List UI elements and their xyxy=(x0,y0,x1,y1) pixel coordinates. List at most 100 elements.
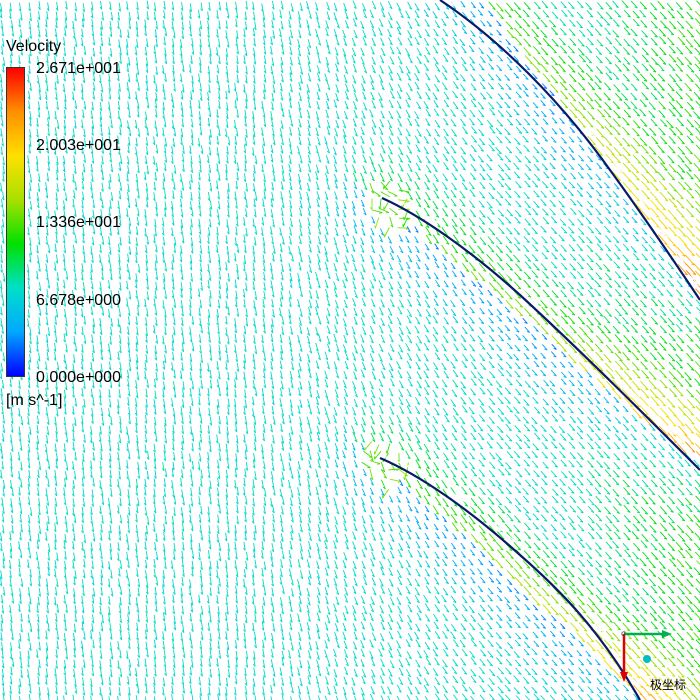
velocity-vector xyxy=(668,108,676,117)
velocity-vector-head xyxy=(354,115,358,119)
velocity-vector xyxy=(586,10,594,18)
velocity-vector-head xyxy=(582,35,586,38)
velocity-vector-head xyxy=(235,36,239,40)
velocity-vector xyxy=(694,200,700,207)
velocity-vector-head xyxy=(288,16,292,20)
velocity-vector-head xyxy=(435,62,439,65)
velocity-vector xyxy=(605,153,615,164)
velocity-vector-head xyxy=(315,34,319,38)
velocity-vector xyxy=(577,271,584,279)
velocity-vector-head xyxy=(271,63,275,67)
velocity-vector xyxy=(2,38,5,47)
velocity-vector-head xyxy=(298,17,301,21)
velocity-vector-head xyxy=(462,25,466,28)
velocity-vector xyxy=(73,29,76,39)
velocity-vector xyxy=(306,1,310,10)
velocity-vector-head xyxy=(446,97,450,100)
velocity-vector xyxy=(108,73,111,83)
velocity-vector xyxy=(460,56,467,65)
velocity-vector xyxy=(622,243,630,251)
velocity-vector xyxy=(569,73,577,83)
velocity-vector-head xyxy=(81,63,84,67)
velocity-vector xyxy=(514,190,521,198)
velocity-vector-head xyxy=(271,6,275,10)
velocity-vector-head xyxy=(316,106,320,110)
velocity-vector-head xyxy=(188,70,192,74)
velocity-vector-head xyxy=(206,26,210,30)
velocity-vector-head xyxy=(398,8,402,11)
velocity-vector-head xyxy=(672,107,676,110)
velocity-vector xyxy=(92,48,96,57)
velocity-vector xyxy=(387,190,398,197)
velocity-vector-head xyxy=(99,51,102,55)
velocity-vector xyxy=(18,55,21,64)
velocity-vector-head xyxy=(100,89,104,93)
velocity-vector-head xyxy=(619,99,623,102)
velocity-vector-head xyxy=(136,7,139,11)
velocity-vector-head xyxy=(536,27,540,30)
velocity-vector-head xyxy=(554,81,559,84)
velocity-vector xyxy=(641,63,649,72)
velocity-vector xyxy=(126,1,129,10)
velocity-vector-head xyxy=(354,24,357,27)
velocity-vector xyxy=(622,117,630,126)
velocity-vector xyxy=(659,136,668,145)
velocity-vector-head xyxy=(191,89,194,93)
velocity-vector-head xyxy=(479,32,483,35)
velocity-vector xyxy=(639,1,648,10)
velocity-vector-head xyxy=(562,62,566,64)
velocity-vector xyxy=(108,56,111,66)
velocity-vector xyxy=(596,39,604,47)
velocity-vector xyxy=(209,55,212,65)
velocity-vector xyxy=(524,55,533,65)
velocity-vector xyxy=(514,36,523,46)
velocity-vector-head xyxy=(180,8,184,11)
velocity-vector xyxy=(29,12,32,22)
velocity-vector xyxy=(648,146,657,155)
velocity-vector xyxy=(162,20,165,29)
velocity-vector xyxy=(335,63,339,72)
velocity-vector xyxy=(524,64,531,71)
velocity-vector-head xyxy=(54,87,57,91)
velocity-vector-head xyxy=(416,42,420,46)
velocity-vector-head xyxy=(298,35,302,39)
velocity-vector-head xyxy=(472,34,476,37)
velocity-vector-head xyxy=(390,116,394,120)
velocity-vector xyxy=(146,38,149,48)
velocity-vector-head xyxy=(308,69,312,73)
velocity-vector-head xyxy=(398,78,402,81)
velocity-vector xyxy=(38,38,41,48)
velocity-vector xyxy=(172,99,175,109)
velocity-vector xyxy=(173,29,176,39)
velocity-vector-head xyxy=(616,51,620,54)
velocity-vector xyxy=(695,29,700,35)
velocity-vector xyxy=(146,11,149,20)
velocity-vector xyxy=(596,119,605,129)
velocity-vector xyxy=(542,37,551,47)
velocity-vector xyxy=(189,20,192,30)
velocity-vector xyxy=(632,10,640,19)
velocity-vector xyxy=(154,2,157,12)
velocity-vector xyxy=(578,253,585,262)
velocity-vector-head xyxy=(409,36,413,39)
velocity-vector xyxy=(288,11,292,20)
velocity-vector-head xyxy=(56,80,59,84)
velocity-vector-head xyxy=(407,97,411,101)
velocity-vector-head xyxy=(389,26,393,29)
velocity-vector-head xyxy=(626,69,630,72)
velocity-vector-head xyxy=(198,33,202,37)
velocity-vector xyxy=(558,37,566,46)
velocity-vector-head xyxy=(344,8,347,12)
velocity-vector xyxy=(540,198,547,206)
velocity-vector xyxy=(74,66,77,75)
velocity-vector xyxy=(550,74,559,84)
velocity-vector-head xyxy=(270,42,273,46)
velocity-vector-head xyxy=(118,88,121,92)
velocity-vector xyxy=(414,72,420,81)
velocity-vector-head xyxy=(689,99,693,102)
velocity-vector xyxy=(677,146,686,155)
velocity-vector-head xyxy=(697,98,700,100)
velocity-vector-head xyxy=(672,51,676,54)
velocity-vector-head xyxy=(345,89,349,93)
